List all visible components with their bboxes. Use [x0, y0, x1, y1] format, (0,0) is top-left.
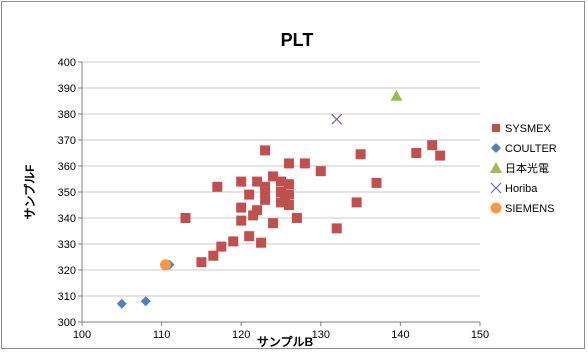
data-point-coulter: [116, 298, 127, 309]
data-point-sysmex: [435, 150, 446, 161]
data-point-sysmex: [276, 176, 286, 187]
data-point-sysmex: [228, 236, 239, 247]
x-tick-label: 100: [73, 329, 91, 341]
legend-marker-siemens: [490, 202, 502, 214]
legend-label--: 日本光電: [505, 161, 549, 175]
legend-label-sysmex: SYSMEX: [505, 123, 552, 135]
data-point-sysmex: [244, 231, 255, 242]
data-point-sysmex: [252, 176, 263, 187]
data-point-sysmex: [355, 149, 366, 160]
data-point-sysmex: [427, 140, 438, 151]
data-point-sysmex: [299, 158, 310, 169]
data-point-sysmex: [236, 215, 247, 226]
chart-title: PLT: [281, 30, 314, 50]
points-layer: [116, 89, 446, 309]
data-point-sysmex: [256, 237, 267, 248]
y-tick-label: 300: [58, 317, 76, 329]
data-point-sysmex: [371, 177, 382, 188]
data-point-sysmex: [216, 241, 227, 252]
legend: SYSMEX COULTER 日本光電 Horiba SIEMENS: [490, 123, 557, 215]
x-tick-label: 110: [153, 329, 171, 341]
y-tick-label: 370: [58, 135, 76, 147]
legend-marker--: [490, 162, 502, 173]
data-point-sysmex: [260, 181, 271, 192]
legend-marker-horiba: [490, 182, 502, 194]
y-tick-label: 350: [58, 187, 76, 199]
data-point-sysmex: [283, 200, 294, 210]
data-point-sysmex: [236, 202, 247, 213]
y-tick-label: 390: [58, 83, 76, 95]
data-point-sysmex: [331, 223, 342, 234]
data-point-sysmex: [260, 145, 271, 156]
x-tick-label: 120: [232, 329, 250, 341]
y-axis-title: サンプルF: [22, 165, 37, 220]
data-point-sysmex: [180, 213, 191, 223]
data-point-sysmex: [212, 181, 223, 192]
y-tick-label: 320: [58, 265, 76, 277]
y-tick-label: 330: [58, 239, 76, 251]
x-tick-label: 150: [471, 329, 489, 341]
data-point-coulter: [140, 296, 151, 307]
legend-label-siemens: SIEMENS: [505, 203, 555, 215]
legend-marker-coulter: [491, 143, 501, 153]
legend-marker-sysmex: [492, 124, 500, 132]
data-point-sysmex: [283, 179, 294, 190]
data-point-sysmex: [196, 257, 207, 268]
y-tick-label: 380: [58, 109, 76, 121]
data-point-sysmex: [276, 197, 286, 208]
legend-label-horiba: Horiba: [505, 183, 538, 195]
legend-label-coulter: COULTER: [505, 143, 557, 155]
y-tick-label: 310: [58, 291, 76, 303]
data-point-sysmex: [291, 213, 302, 223]
data-point-sysmex: [283, 158, 294, 169]
data-point-sysmex: [244, 189, 255, 200]
y-tick-label: 340: [58, 213, 76, 225]
data-point-sysmex: [351, 197, 362, 208]
x-axis-title: サンプルB: [257, 334, 314, 349]
data-point--: [390, 89, 403, 101]
axis-layer: 300 310 320 330 340 350 360 370 380 390 400 100 110 1…: [58, 57, 490, 341]
x-tick-label: 130: [312, 329, 330, 341]
y-tick-label: 400: [58, 57, 76, 69]
x-tick-label: 140: [391, 329, 409, 341]
data-point-sysmex: [276, 187, 286, 197]
y-tick-label: 360: [58, 161, 76, 173]
data-point-sysmex: [268, 171, 279, 182]
data-point-sysmex: [268, 218, 279, 229]
data-point-sysmex: [208, 250, 219, 261]
x-marker-stroke: [331, 113, 343, 125]
data-point-sysmex: [260, 187, 271, 197]
data-point-sysmex: [315, 166, 326, 177]
data-point-sysmex: [283, 189, 294, 200]
data-point-sysmex: [260, 194, 271, 205]
data-point-sysmex: [236, 176, 247, 187]
data-point-sysmex: [248, 210, 259, 221]
data-point-sysmex: [252, 205, 263, 216]
data-point-horiba: [331, 113, 343, 125]
data-point-siemens: [160, 259, 172, 271]
x-marker-stroke: [490, 182, 502, 194]
data-point-sysmex: [411, 148, 422, 158]
